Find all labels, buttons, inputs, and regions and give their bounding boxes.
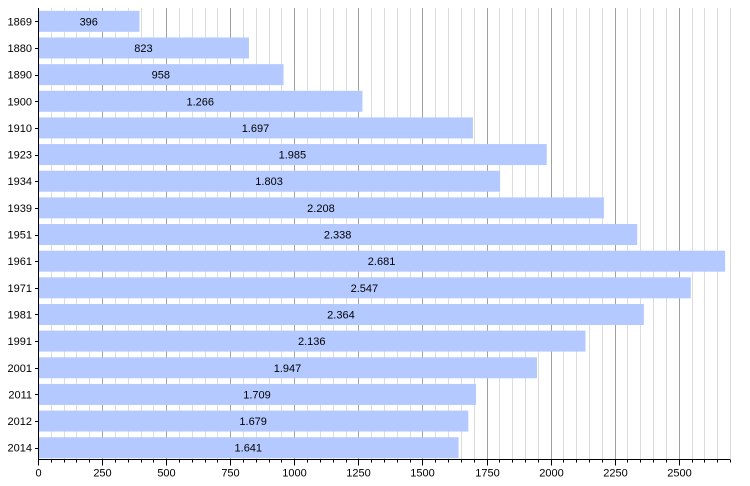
category-label-1869: 1869: [8, 16, 32, 28]
bar-1900: [38, 90, 363, 112]
bar-1869: [38, 10, 140, 32]
category-label-1880: 1880: [8, 43, 32, 55]
category-label-1910: 1910: [8, 123, 32, 135]
bar-1934: [38, 170, 501, 192]
category-label-1934: 1934: [8, 176, 32, 188]
value-label-1939: 2.208: [307, 203, 335, 215]
category-label-1991: 1991: [8, 336, 32, 348]
value-label-1900: 1.266: [186, 96, 214, 108]
value-label-1923: 1.985: [279, 150, 307, 162]
bar-1890: [38, 64, 284, 86]
category-label-2012: 2012: [8, 416, 32, 428]
category-label-1961: 1961: [8, 256, 32, 268]
bar-2012: [38, 410, 469, 432]
x-tick-label-2000: 2000: [539, 468, 563, 480]
x-tick-label-500: 500: [157, 468, 175, 480]
bar-1939: [38, 197, 604, 219]
value-label-1971: 2.547: [351, 283, 379, 295]
value-label-2011: 1.709: [243, 389, 271, 401]
value-label-2014: 1.641: [235, 443, 263, 455]
value-label-1910: 1.697: [242, 123, 270, 135]
category-label-1939: 1939: [8, 203, 32, 215]
value-label-1951: 2.338: [324, 230, 352, 242]
x-tick-label-1750: 1750: [475, 468, 499, 480]
category-label-1951: 1951: [8, 230, 32, 242]
category-label-1981: 1981: [8, 309, 32, 321]
value-label-2012: 1.679: [239, 416, 267, 428]
bar-1961: [38, 250, 726, 272]
category-label-2014: 2014: [8, 443, 32, 455]
category-label-1971: 1971: [8, 283, 32, 295]
bar-1981: [38, 303, 644, 325]
x-tick-label-1500: 1500: [410, 468, 434, 480]
x-tick-label-750: 750: [221, 468, 239, 480]
value-label-1961: 2.681: [368, 256, 396, 268]
value-label-1981: 2.364: [327, 309, 355, 321]
x-tick-label-2250: 2250: [603, 468, 627, 480]
bar-2011: [38, 383, 477, 405]
bar-1880: [38, 37, 249, 59]
category-label-1900: 1900: [8, 96, 32, 108]
x-tick-label-250: 250: [93, 468, 111, 480]
bars: 396 823 958 1.266 1.697 1.985 1.803 2.208 2.338 2…: [38, 10, 726, 459]
bar-1971: [38, 277, 691, 299]
bar-1991: [38, 330, 586, 352]
bar-2001: [38, 357, 538, 379]
value-label-1880: 823: [134, 43, 152, 55]
x-tick-label-2500: 2500: [667, 468, 691, 480]
value-label-1934: 1.803: [255, 176, 283, 188]
value-label-2001: 1.947: [274, 363, 302, 375]
bar-1923: [38, 144, 547, 166]
category-label-1890: 1890: [8, 70, 32, 82]
x-tick-label-1000: 1000: [282, 468, 306, 480]
value-label-1869: 396: [80, 16, 98, 28]
category-label-1923: 1923: [8, 150, 32, 162]
axes: 1869 1880 1890 1900 1910 1923 1934 1939 1951 1961…: [8, 8, 731, 480]
bar-1951: [38, 224, 638, 246]
category-label-2001: 2001: [8, 363, 32, 375]
x-tick-label-0: 0: [35, 468, 41, 480]
value-label-1991: 2.136: [298, 336, 326, 348]
bar-1910: [38, 117, 473, 139]
category-label-2011: 2011: [8, 389, 32, 401]
bar-2014: [38, 437, 459, 459]
value-label-1890: 958: [152, 70, 170, 82]
x-tick-label-1250: 1250: [346, 468, 370, 480]
